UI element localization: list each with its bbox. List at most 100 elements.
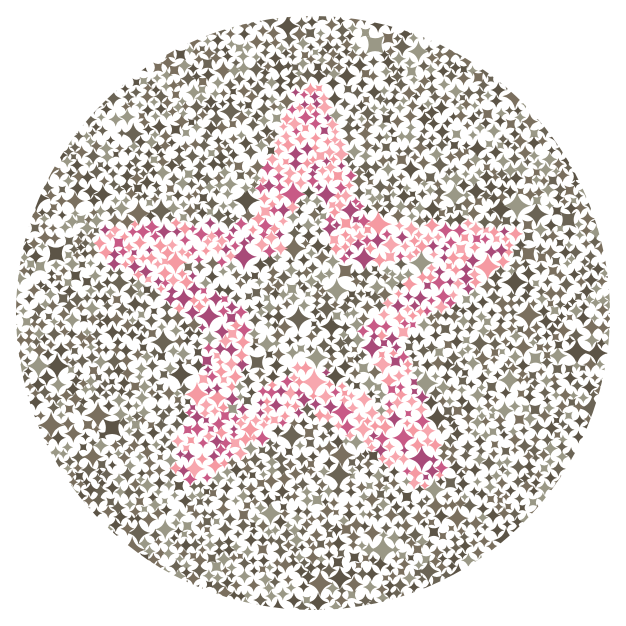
background-sparkle-dot (285, 79, 296, 91)
background-sparkle-dot (249, 566, 260, 576)
background-sparkle-dot (286, 283, 298, 295)
background-sparkle-dot (304, 536, 315, 547)
background-sparkle-dot (296, 344, 306, 353)
figure-sparkle-dot (160, 245, 175, 261)
figure-sparkle-dot (313, 408, 327, 423)
background-sparkle-dot (287, 291, 301, 305)
background-sparkle-dot (310, 320, 318, 328)
background-sparkle-dot (206, 157, 221, 172)
background-sparkle-dot (75, 302, 87, 314)
background-sparkle-dot (465, 181, 487, 202)
figure-sparkle-dot (445, 276, 456, 288)
background-sparkle-dot (123, 459, 137, 472)
background-sparkle-dot (512, 133, 529, 149)
background-sparkle-dot (263, 319, 274, 330)
background-sparkle-dot (95, 467, 105, 477)
background-sparkle-dot (86, 258, 96, 268)
background-sparkle-dot (161, 385, 177, 402)
background-sparkle-dot (608, 282, 610, 291)
background-sparkle-dot (70, 208, 80, 218)
figure-sparkle-dot (217, 401, 230, 414)
figure-sparkle-dot (330, 127, 340, 137)
figure-sparkle-dot (354, 201, 366, 212)
figure-sparkle-dot (293, 387, 305, 399)
background-sparkle-dot (372, 556, 389, 572)
background-sparkle-dot (509, 142, 520, 153)
figure-sparkle-dot (215, 357, 225, 367)
background-sparkle-dot (129, 171, 144, 186)
background-sparkle-dot (335, 16, 346, 26)
figure-sparkle-dot (229, 424, 239, 434)
background-sparkle-dot (316, 54, 328, 66)
background-sparkle-dot (265, 369, 281, 384)
background-sparkle-dot (396, 130, 408, 143)
background-sparkle-dot (417, 103, 428, 114)
background-sparkle-dot (524, 175, 534, 185)
background-sparkle-dot (153, 417, 169, 433)
background-sparkle-dot (209, 103, 222, 115)
background-sparkle-dot (82, 276, 92, 287)
background-sparkle-dot (134, 192, 144, 202)
background-sparkle-dot (105, 480, 120, 496)
figure-sparkle-dot (275, 202, 292, 218)
background-sparkle-dot (487, 270, 504, 286)
background-sparkle-dot (446, 206, 455, 214)
background-sparkle-dot (364, 290, 372, 298)
figure-sparkle-dot (402, 418, 412, 428)
background-sparkle-dot (342, 310, 352, 320)
background-sparkle-dot (376, 591, 390, 605)
background-sparkle-dot (263, 294, 271, 302)
background-sparkle-dot (289, 544, 301, 555)
background-sparkle-dot (91, 517, 103, 529)
background-sparkle-dot (358, 509, 368, 519)
background-sparkle-dot (415, 497, 428, 510)
background-sparkle-dot (251, 287, 262, 298)
background-sparkle-dot (153, 187, 164, 198)
background-sparkle-dot (44, 312, 53, 321)
background-sparkle-dot (572, 400, 585, 413)
background-sparkle-dot (337, 300, 353, 315)
figure-sparkle-dot (360, 234, 374, 247)
background-sparkle-dot (68, 291, 86, 308)
background-sparkle-dot (224, 95, 236, 106)
background-sparkle-dot (113, 509, 128, 525)
background-sparkle-dot (507, 266, 517, 276)
figure-sparkle-dot (264, 385, 279, 400)
background-sparkle-dot (467, 462, 483, 478)
background-sparkle-dot (19, 372, 31, 384)
background-sparkle-dot (529, 377, 541, 389)
background-sparkle-dot (556, 224, 564, 233)
background-sparkle-dot (465, 315, 479, 328)
background-sparkle-dot (377, 206, 390, 219)
figure-sparkle-dot (273, 181, 286, 194)
background-sparkle-dot (452, 147, 467, 162)
figure-sparkle-dot (268, 204, 280, 217)
background-sparkle-dot (564, 240, 574, 250)
figure-sparkle-dot (264, 230, 279, 245)
background-sparkle-dot (355, 481, 368, 494)
figure-sparkle-dot (234, 347, 249, 363)
background-sparkle-dot (424, 184, 436, 196)
figure-sparkle-dot (308, 155, 318, 165)
background-sparkle-dot (483, 480, 497, 494)
background-sparkle-dot (170, 123, 182, 136)
background-sparkle-dot (419, 519, 429, 529)
background-sparkle-dot (226, 570, 237, 581)
background-sparkle-dot (241, 545, 255, 559)
background-sparkle-dot (416, 188, 428, 200)
background-sparkle-dot (229, 87, 237, 96)
background-sparkle-dot (211, 187, 222, 197)
background-sparkle-dot (51, 456, 65, 471)
background-sparkle-dot (158, 129, 173, 143)
background-sparkle-dot (394, 146, 404, 156)
figure-sparkle-dot (108, 223, 122, 237)
background-sparkle-dot (436, 423, 447, 435)
background-sparkle-dot (432, 194, 445, 206)
background-sparkle-dot (510, 522, 527, 539)
background-sparkle-dot (472, 528, 483, 539)
background-sparkle-dot (505, 118, 517, 130)
background-sparkle-dot (581, 379, 598, 396)
background-sparkle-dot (448, 419, 460, 432)
background-sparkle-dot (347, 22, 358, 34)
background-sparkle-dot (285, 345, 300, 360)
